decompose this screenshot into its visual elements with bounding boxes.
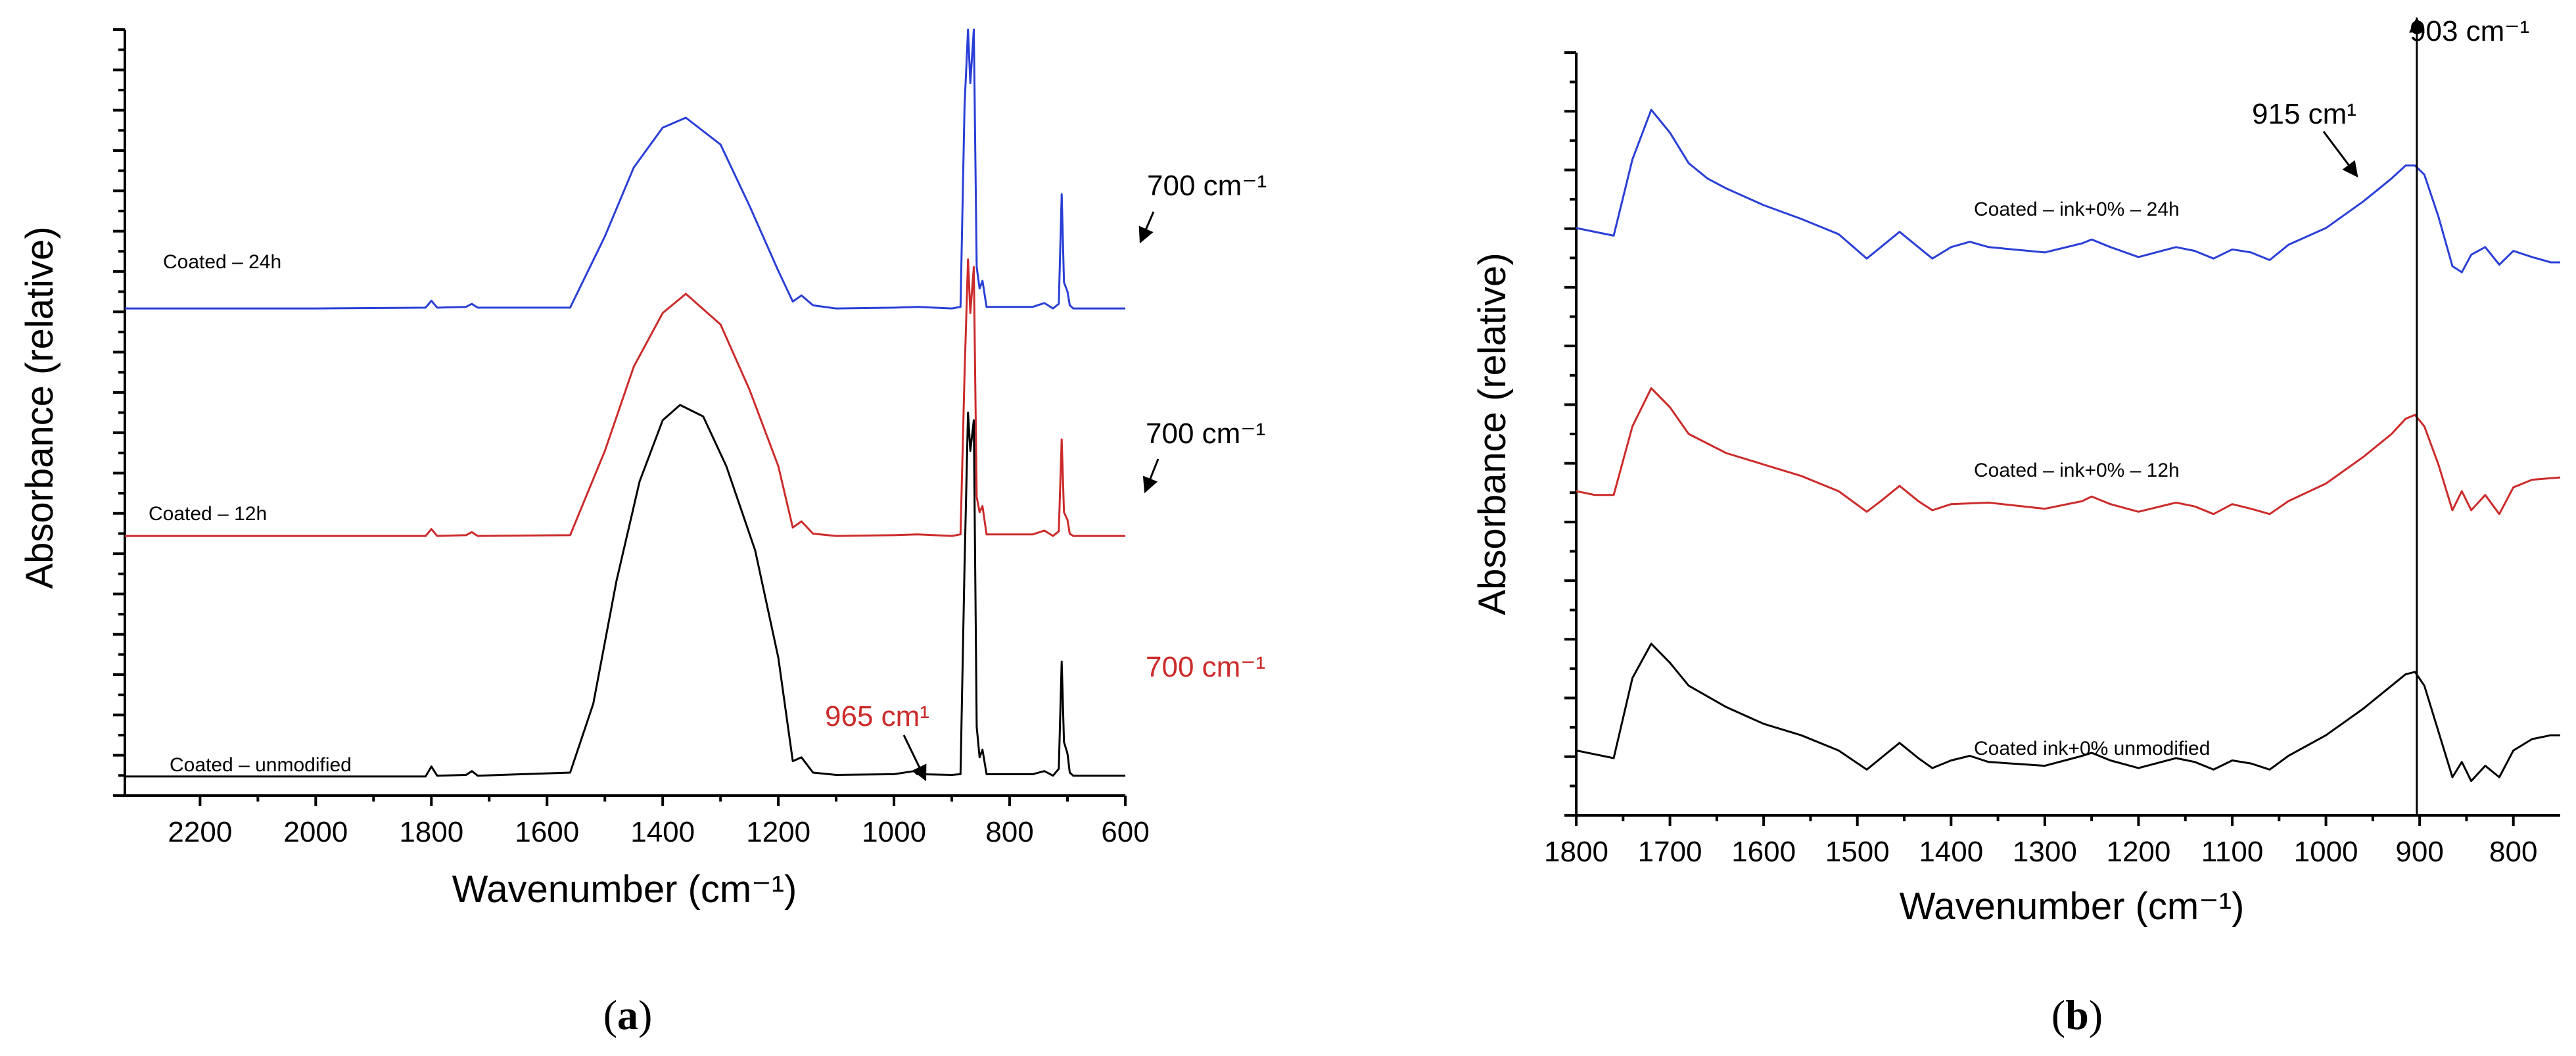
x-tick-label: 800 xyxy=(985,816,1033,848)
x-tick-label: 1400 xyxy=(630,816,695,848)
x-tick-label: 1000 xyxy=(862,816,926,848)
annotation-unmodified-965: 965 cm¹ xyxy=(825,700,929,782)
x-tick-label: 1500 xyxy=(1825,836,1890,868)
series-label-unmodified: Coated ink+0% unmodified xyxy=(1974,738,2210,759)
chart-panel-a: 2200 2000 1800 1600 1400 1200 1000 800 600 Coate… xyxy=(18,28,1267,1038)
annotation-12h-700: 700 cm⁻¹ xyxy=(1142,418,1265,494)
annotation-903: 903 cm⁻¹ xyxy=(2410,15,2529,47)
annotation-arrow xyxy=(902,734,927,782)
annotation-arrow xyxy=(1138,211,1155,244)
annotation-text: 965 cm¹ xyxy=(825,700,929,732)
x-tick-label: 1800 xyxy=(399,816,463,848)
y-axis-ticks xyxy=(113,28,125,797)
x-tick-label: 800 xyxy=(2489,836,2537,868)
spectrum-trace-2 xyxy=(125,258,1125,537)
annotation-unmodified-700: 700 cm⁻¹ xyxy=(1146,651,1265,683)
spectra xyxy=(125,28,1125,778)
x-axis-ticks: 2200 2000 1800 1600 1400 1200 1000 800 600 xyxy=(168,796,1150,848)
x-tick-label: 1400 xyxy=(1919,836,1983,868)
x-tick-label: 1100 xyxy=(2201,836,2264,868)
spectrum-trace-2 xyxy=(1576,387,2561,516)
series-label-unmodified: Coated – unmodified xyxy=(170,754,352,776)
annotation-text: 700 cm⁻¹ xyxy=(1146,418,1265,450)
x-tick-label: 1600 xyxy=(1731,836,1796,868)
series-label-24h: Coated – ink+0% – 24h xyxy=(1974,199,2180,220)
spectrum-trace-3 xyxy=(125,404,1125,778)
x-axis-ticks: 1800 1700 1600 1500 1400 1300 1200 1100 1000 900 8… xyxy=(1544,815,2537,868)
x-tick-label: 1800 xyxy=(1544,836,1608,868)
x-tick-label: 1200 xyxy=(2106,836,2170,868)
x-tick-label: 1000 xyxy=(2294,836,2358,868)
panel-label-a: (a) xyxy=(603,992,653,1038)
chart-panel-b: 1800 1700 1600 1500 1400 1300 1200 1100 1000 900 8… xyxy=(1471,15,2561,1038)
spectrum-trace-3 xyxy=(1576,642,2560,782)
x-axis-title: Wavenumber (cm⁻¹) xyxy=(452,868,797,911)
annotation-915: 915 cm¹ xyxy=(2252,98,2358,178)
y-axis-ticks xyxy=(1564,51,1576,817)
panel-label-b: (b) xyxy=(2051,992,2103,1038)
annotation-text: 915 cm¹ xyxy=(2252,98,2356,130)
annotation-24h-700: 700 cm⁻¹ xyxy=(1138,170,1267,244)
series-label-12h: Coated – ink+0% – 12h xyxy=(1974,460,2180,481)
annotation-text: 700 cm⁻¹ xyxy=(1147,170,1267,202)
x-tick-label: 900 xyxy=(2395,836,2443,868)
x-tick-label: 1300 xyxy=(2013,836,2077,868)
y-axis-title: Absorbance (relative) xyxy=(18,226,61,588)
x-tick-label: 1200 xyxy=(746,816,810,848)
annotation-arrow xyxy=(1142,458,1159,494)
x-tick-label: 1600 xyxy=(515,816,579,848)
series-label-12h: Coated – 12h xyxy=(149,503,267,525)
x-tick-label: 600 xyxy=(1101,816,1149,848)
x-axis-title: Wavenumber (cm⁻¹) xyxy=(1900,885,2245,928)
annotation-arrow xyxy=(2322,131,2358,178)
spectrum-trace-1 xyxy=(1576,108,2560,274)
x-tick-label: 1700 xyxy=(1638,836,1702,868)
x-tick-label: 2000 xyxy=(283,816,348,848)
series-label-24h: Coated – 24h xyxy=(163,251,281,273)
annotation-text: 700 cm⁻¹ xyxy=(1146,651,1265,683)
x-tick-label: 2200 xyxy=(168,816,232,848)
spectra xyxy=(1576,108,2561,782)
spectrum-trace-1 xyxy=(125,28,1125,310)
y-axis-title: Absorbance (relative) xyxy=(1471,252,1514,615)
